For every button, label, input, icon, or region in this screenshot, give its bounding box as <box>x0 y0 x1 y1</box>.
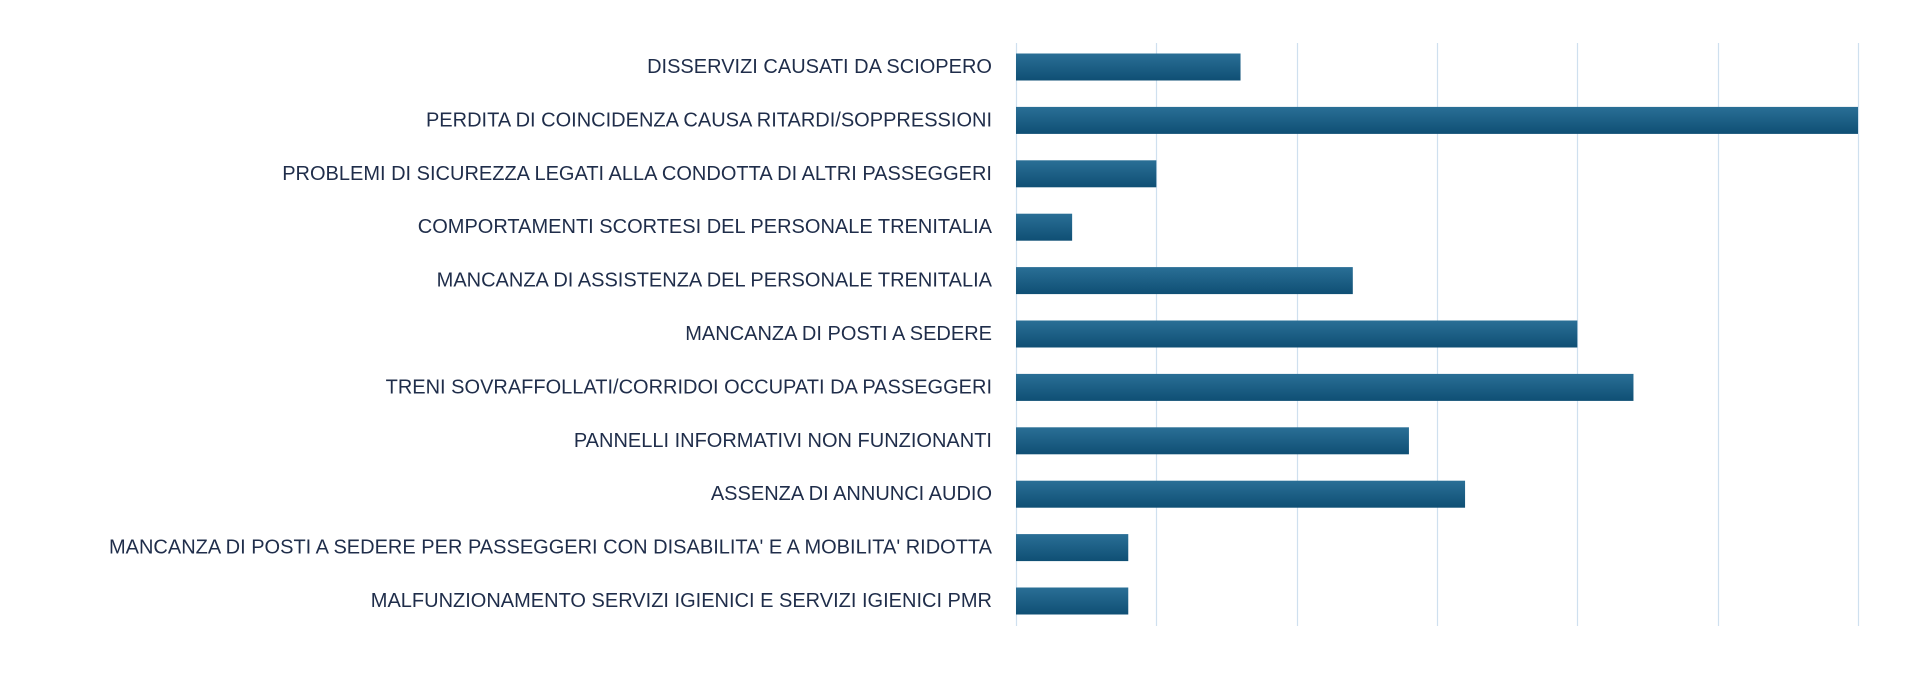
category-label-1: PERDITA DI COINCIDENZA CAUSA RITARDI/SOP… <box>426 109 992 131</box>
category-label-5: MANCANZA DI POSTI A SEDERE <box>685 323 992 345</box>
category-label-6: TRENI SOVRAFFOLLATI/CORRIDOI OCCUPATI DA… <box>386 376 992 398</box>
category-labels: DISSERVIZI CAUSATI DA SCIOPERO PERDITA DI… <box>109 56 993 612</box>
category-label-0: DISSERVIZI CAUSATI DA SCIOPERO <box>647 56 992 78</box>
category-label-7: PANNELLI INFORMATIVI NON FUNZIONANTI <box>574 430 992 452</box>
bar-8 <box>1016 480 1466 508</box>
category-label-10: MALFUNZIONAMENTO SERVIZI IGIENICI E SERV… <box>371 590 992 612</box>
bar-1 <box>1016 106 1858 134</box>
bar-10 <box>1016 587 1129 615</box>
category-label-2: PROBLEMI DI SICUREZZA LEGATI ALLA CONDOT… <box>282 163 992 185</box>
category-label-4: MANCANZA DI ASSISTENZA DEL PERSONALE TRE… <box>437 270 993 292</box>
bar-9 <box>1016 534 1129 562</box>
category-label-3: COMPORTAMENTI SCORTESI DEL PERSONALE TRE… <box>418 216 993 238</box>
category-label-9: MANCANZA DI POSTI A SEDERE PER PASSEGGER… <box>109 537 993 559</box>
category-label-8: ASSENZA DI ANNUNCI AUDIO <box>711 483 992 505</box>
bar-5 <box>1016 320 1578 348</box>
bar-2 <box>1016 160 1157 188</box>
bar-4 <box>1016 267 1353 295</box>
bar-0 <box>1016 53 1241 81</box>
bar-6 <box>1016 373 1634 401</box>
bars <box>1016 53 1858 615</box>
bar-7 <box>1016 427 1409 455</box>
bar-3 <box>1016 213 1073 241</box>
